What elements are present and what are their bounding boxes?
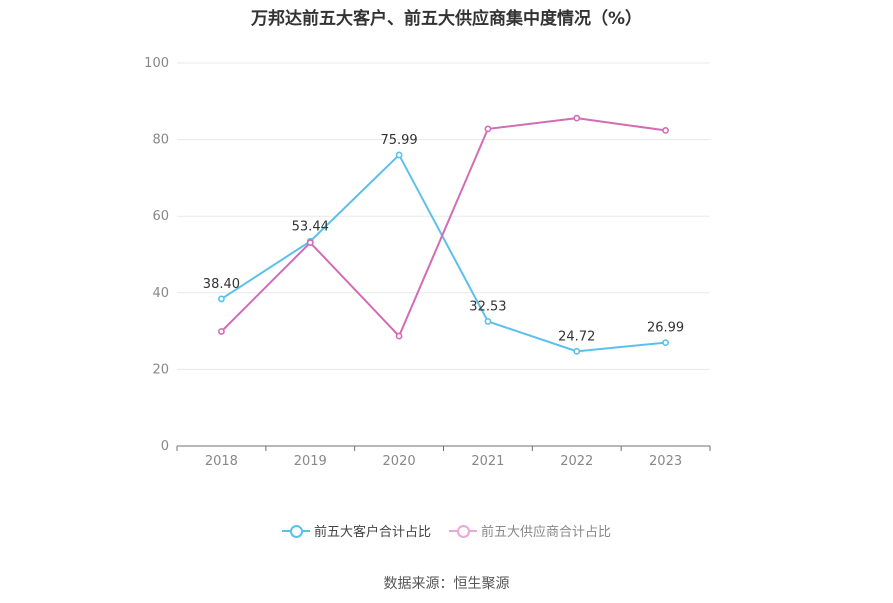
x-tick-label: 2021 [471,454,504,469]
data-label: 24.72 [558,329,595,344]
data-label: 75.99 [380,133,417,148]
y-tick-label: 20 [152,362,169,377]
legend-item-customers[interactable]: 前五大客户合计占比 [281,521,431,540]
data-point [662,127,669,134]
data-point [573,114,581,122]
chart-title: 万邦达前五大客户、前五大供应商集中度情况（%） [250,9,643,29]
legend-marker-suppliers [449,524,477,538]
x-tick-label: 2020 [383,454,416,469]
y-tick-label: 100 [144,56,169,71]
data-point [484,125,492,133]
data-point [306,239,314,247]
y-tick-label: 0 [161,439,169,454]
x-tick-label: 2022 [560,454,593,469]
y-tick-label: 60 [152,209,169,224]
x-tick-label: 2023 [649,454,682,469]
legend-item-suppliers[interactable]: 前五大供应商合计占比 [449,521,611,540]
data-label: 38.40 [203,277,240,292]
series-line [220,117,666,338]
data-label: 32.53 [469,299,506,314]
series-line [220,153,666,353]
x-tick-label: 2019 [294,454,327,469]
data-point [573,347,581,355]
data-point [218,328,225,335]
data-label: 53.44 [292,219,329,234]
data-point [662,339,669,347]
legend-label-customers: 前五大客户合计占比 [313,525,431,540]
data-point [484,318,492,325]
chart-legend: 前五大客户合计占比 前五大供应商合计占比 [0,521,893,540]
data-point [395,151,403,159]
data-source-note: 数据来源：恒生聚源 [383,576,510,592]
y-tick-label: 80 [152,133,169,148]
data-point [395,332,403,340]
y-tick-label: 40 [152,286,169,301]
data-point [218,295,225,303]
legend-marker-customers [281,524,310,538]
legend-label-suppliers: 前五大供应商合计占比 [481,525,612,540]
x-tick-label: 2018 [205,454,238,469]
data-label: 26.99 [647,321,684,336]
